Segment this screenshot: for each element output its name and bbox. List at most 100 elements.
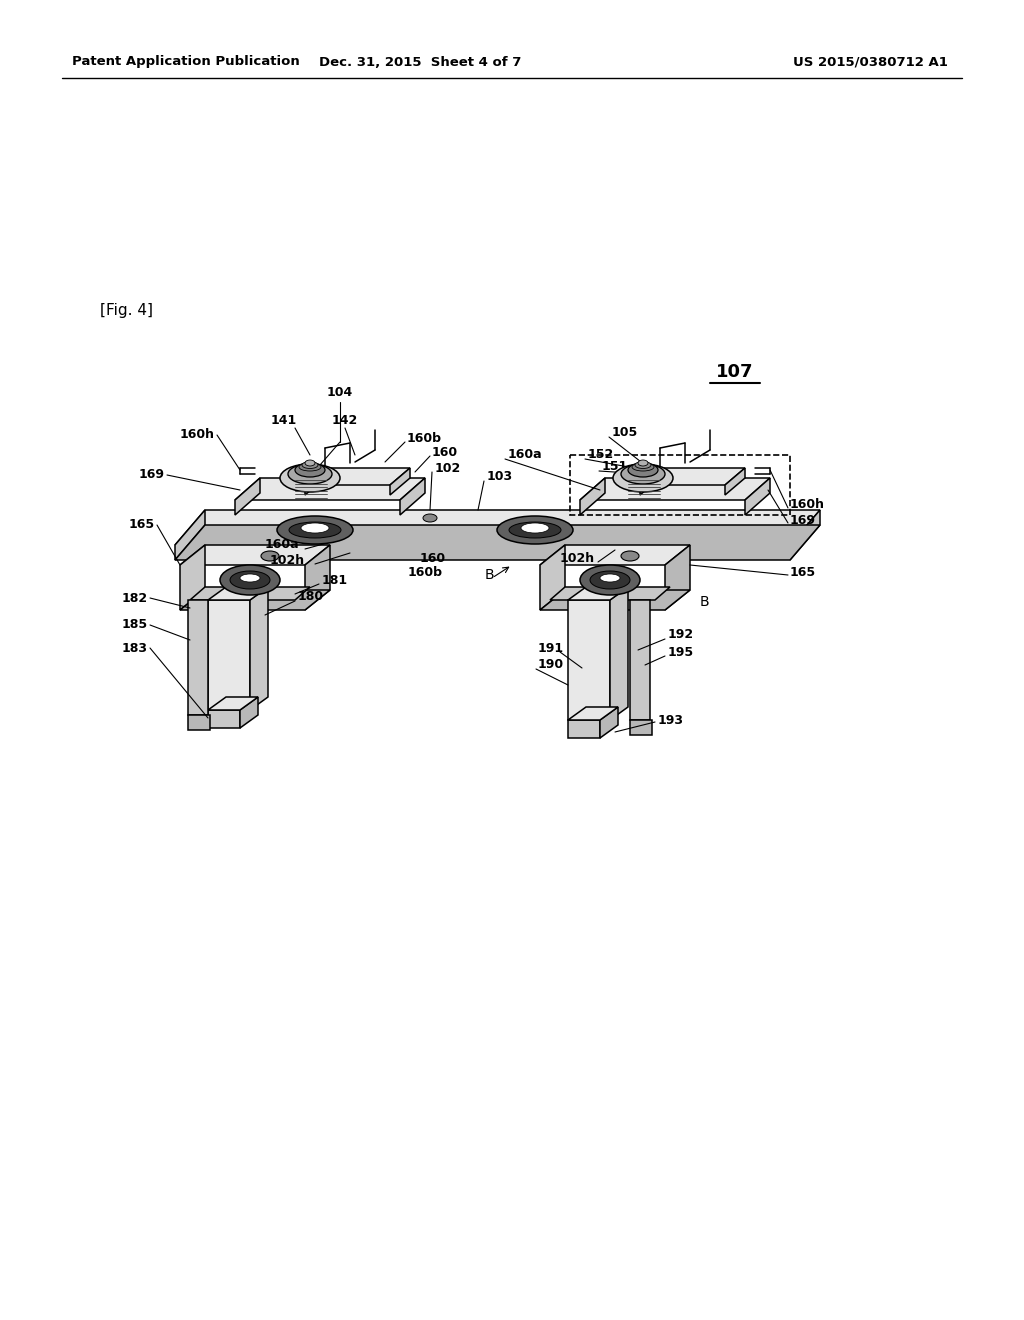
Polygon shape <box>305 469 325 495</box>
Text: 193: 193 <box>658 714 684 726</box>
Text: 169: 169 <box>139 469 165 482</box>
Polygon shape <box>390 469 410 495</box>
Ellipse shape <box>261 550 279 561</box>
Text: 160h: 160h <box>180 429 215 441</box>
Ellipse shape <box>497 516 573 544</box>
Ellipse shape <box>580 565 640 595</box>
Polygon shape <box>175 510 820 545</box>
Text: 103: 103 <box>487 470 513 483</box>
Text: 169: 169 <box>790 513 816 527</box>
Ellipse shape <box>621 550 639 561</box>
Polygon shape <box>550 587 670 601</box>
Text: 105: 105 <box>612 425 638 438</box>
Ellipse shape <box>613 465 673 492</box>
Text: 160b: 160b <box>407 432 442 445</box>
Text: 151: 151 <box>602 461 629 474</box>
Text: 160a: 160a <box>508 449 543 462</box>
Text: B: B <box>485 568 495 582</box>
Polygon shape <box>305 545 330 610</box>
Ellipse shape <box>632 463 654 471</box>
Ellipse shape <box>509 521 561 539</box>
Text: 102h: 102h <box>270 553 305 566</box>
Ellipse shape <box>288 465 332 484</box>
Text: 107: 107 <box>716 363 754 381</box>
Ellipse shape <box>635 462 651 469</box>
Text: 160a: 160a <box>265 539 300 552</box>
Ellipse shape <box>278 516 353 544</box>
Polygon shape <box>208 697 258 710</box>
Text: 141: 141 <box>271 413 297 426</box>
Polygon shape <box>725 469 745 495</box>
Text: US 2015/0380712 A1: US 2015/0380712 A1 <box>793 55 947 69</box>
Text: 182: 182 <box>122 591 148 605</box>
Polygon shape <box>610 587 628 719</box>
Text: 181: 181 <box>322 573 348 586</box>
Polygon shape <box>305 469 410 484</box>
Polygon shape <box>175 525 820 560</box>
Ellipse shape <box>295 463 325 477</box>
Ellipse shape <box>220 565 280 595</box>
Polygon shape <box>208 601 250 710</box>
Polygon shape <box>180 545 330 565</box>
Polygon shape <box>640 469 660 495</box>
Polygon shape <box>640 469 745 484</box>
Text: 102h: 102h <box>560 552 595 565</box>
Polygon shape <box>190 587 310 601</box>
Polygon shape <box>540 590 690 610</box>
Polygon shape <box>568 708 618 719</box>
Polygon shape <box>175 510 205 560</box>
Polygon shape <box>234 478 260 515</box>
Polygon shape <box>630 601 650 719</box>
Ellipse shape <box>289 521 341 539</box>
Polygon shape <box>234 478 425 500</box>
Text: 104: 104 <box>327 387 353 400</box>
Polygon shape <box>240 697 258 729</box>
Text: 102: 102 <box>435 462 461 474</box>
Text: 160b: 160b <box>408 565 443 578</box>
Text: 191: 191 <box>538 642 564 655</box>
Text: 180: 180 <box>298 590 325 603</box>
Ellipse shape <box>302 462 318 469</box>
Text: 160: 160 <box>432 446 458 458</box>
Polygon shape <box>580 478 770 500</box>
Text: 183: 183 <box>122 642 148 655</box>
Polygon shape <box>250 587 268 710</box>
Ellipse shape <box>280 465 340 492</box>
Ellipse shape <box>230 572 270 589</box>
Text: 152: 152 <box>588 449 614 462</box>
Text: 160: 160 <box>420 552 446 565</box>
Polygon shape <box>568 601 610 719</box>
Polygon shape <box>600 708 618 738</box>
Text: [Fig. 4]: [Fig. 4] <box>100 302 153 318</box>
Polygon shape <box>568 719 600 738</box>
Ellipse shape <box>301 523 329 533</box>
Ellipse shape <box>423 513 437 521</box>
Polygon shape <box>188 601 208 715</box>
Ellipse shape <box>600 574 620 582</box>
Polygon shape <box>790 510 820 560</box>
Polygon shape <box>400 478 425 515</box>
Polygon shape <box>208 587 268 601</box>
Polygon shape <box>630 719 652 735</box>
Text: 190: 190 <box>538 659 564 672</box>
Text: 195: 195 <box>668 645 694 659</box>
Text: 160h: 160h <box>790 499 825 511</box>
Ellipse shape <box>305 459 315 466</box>
Ellipse shape <box>638 459 648 466</box>
Polygon shape <box>665 545 690 610</box>
Text: 165: 165 <box>129 519 155 532</box>
Polygon shape <box>580 478 605 515</box>
Ellipse shape <box>621 465 665 484</box>
Ellipse shape <box>299 463 321 471</box>
Polygon shape <box>188 715 210 730</box>
Text: Dec. 31, 2015  Sheet 4 of 7: Dec. 31, 2015 Sheet 4 of 7 <box>318 55 521 69</box>
Ellipse shape <box>628 463 658 477</box>
Polygon shape <box>568 587 628 601</box>
Text: B: B <box>700 595 710 609</box>
Text: Patent Application Publication: Patent Application Publication <box>72 55 300 69</box>
Ellipse shape <box>590 572 630 589</box>
Text: 192: 192 <box>668 628 694 642</box>
Polygon shape <box>180 545 205 610</box>
Text: 185: 185 <box>122 619 148 631</box>
Polygon shape <box>540 545 690 565</box>
